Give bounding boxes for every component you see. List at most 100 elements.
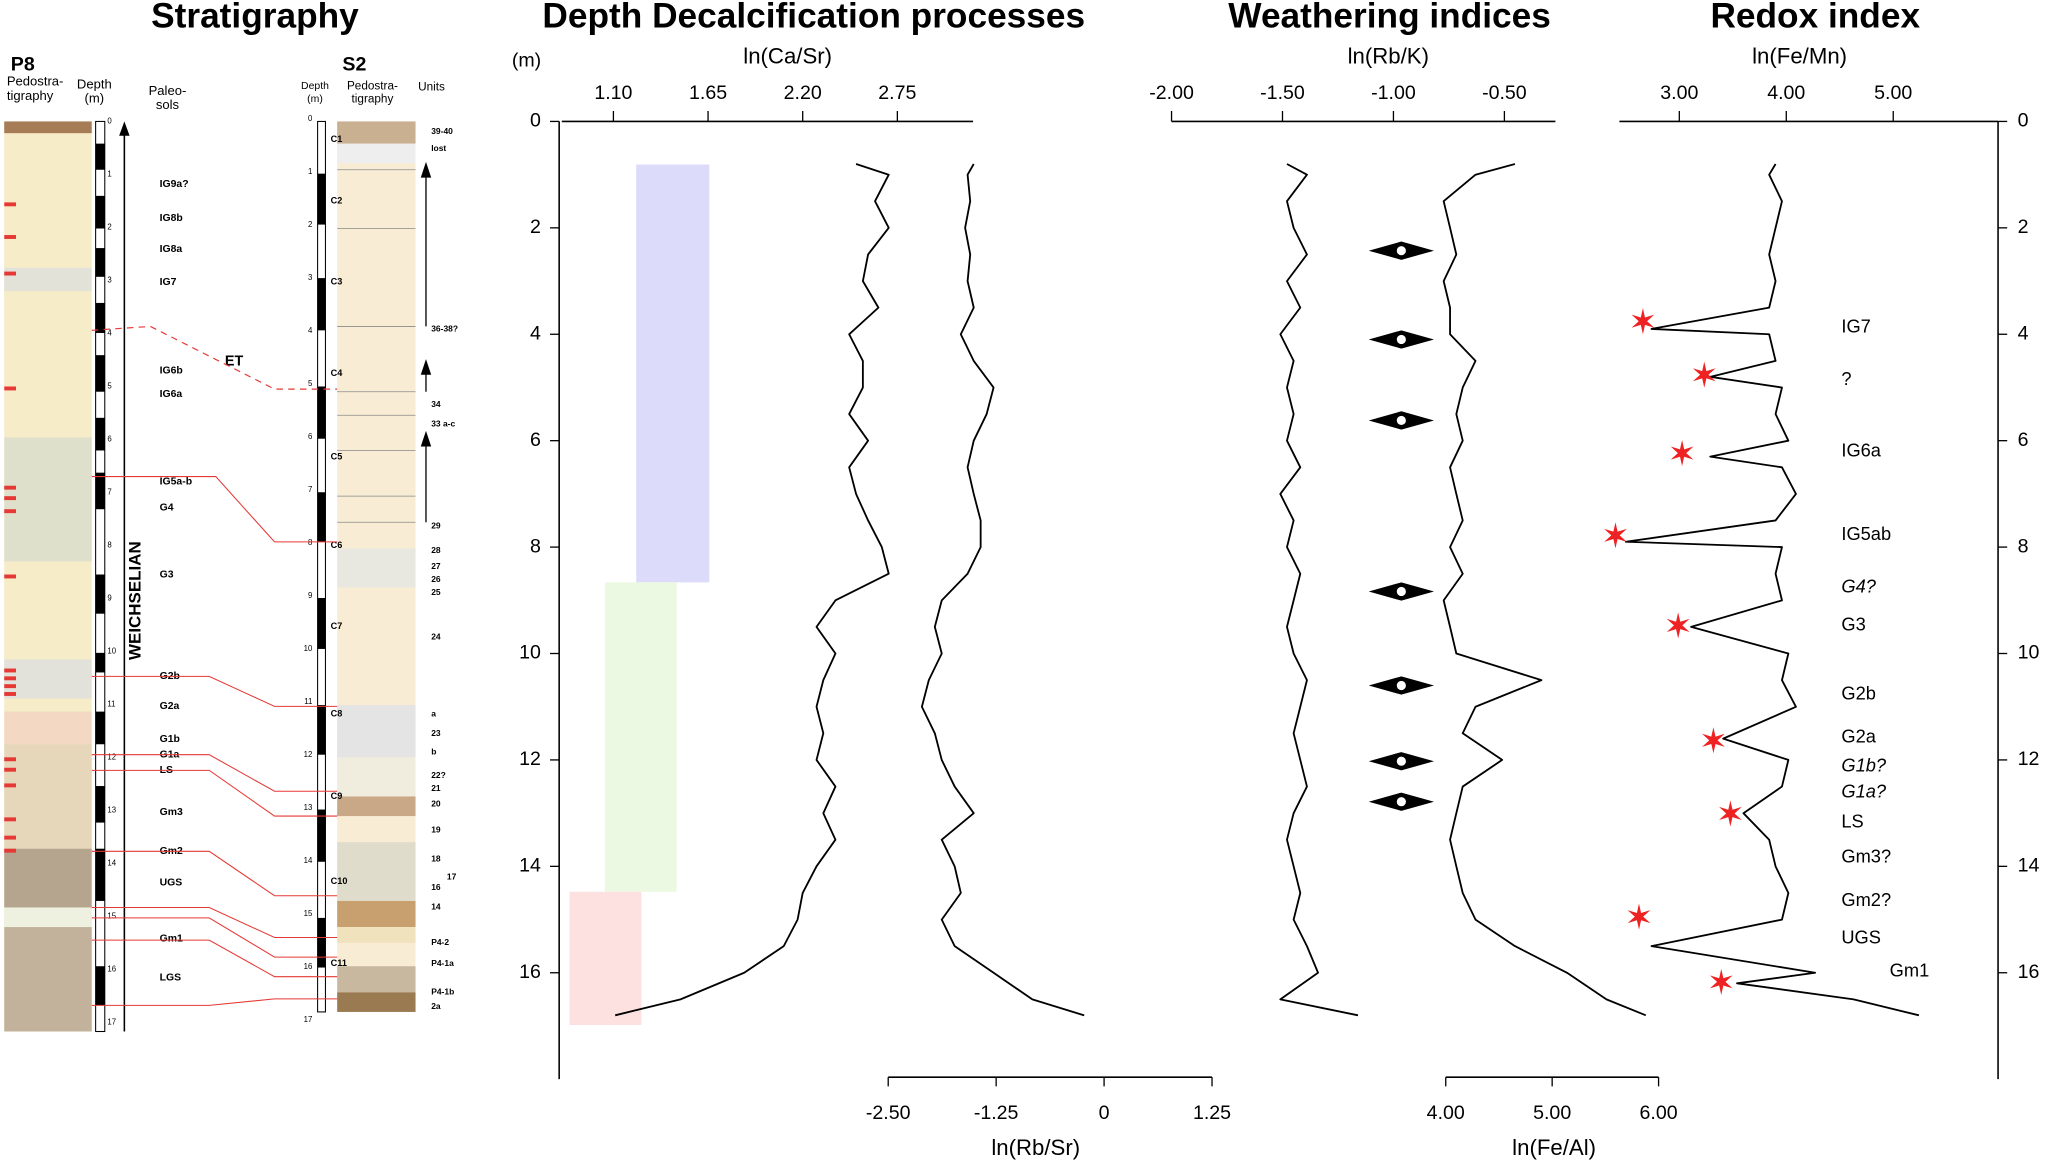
arrow-head (420, 359, 432, 375)
paleosol-mark (4, 574, 16, 579)
x2-tick-label: 5.00 (1533, 1102, 1571, 1124)
core-section: C8 (331, 709, 343, 719)
paleosol-label: G4 (160, 503, 174, 514)
depth-label: 13 (107, 806, 116, 815)
arrow-head (420, 161, 432, 178)
paleosol-mark (4, 235, 16, 239)
annotation: G4? (1841, 575, 1876, 596)
paleosol-label: UGS (160, 877, 183, 888)
depth-bar-segment (95, 195, 105, 229)
x-tick-label: 3.00 (1660, 82, 1698, 104)
unit-label: 17 (447, 872, 457, 882)
depth-label: 7 (107, 488, 111, 497)
depth-label: 5 (308, 379, 313, 388)
depth-label: 6 (107, 435, 112, 444)
x2-tick-label: 0 (1099, 1102, 1110, 1124)
star-marker (1670, 440, 1694, 467)
paleosol-mark (4, 783, 16, 788)
paleosol-mark (4, 757, 16, 762)
layer (337, 966, 416, 993)
layer (337, 796, 416, 817)
layer (337, 548, 416, 588)
paleosol-label: G3 (160, 569, 174, 580)
p8-column (4, 120, 130, 1033)
unit-label: P4-2 (431, 937, 449, 947)
correlation-line (91, 998, 338, 1006)
annotation: LS (1841, 810, 1863, 831)
column-title: P8 (11, 53, 35, 75)
depth-label: 0 (107, 116, 112, 125)
layer (4, 121, 92, 134)
profile-line (614, 163, 890, 1017)
annotation: IG7 (1841, 316, 1870, 337)
depth-label: 13 (304, 803, 313, 812)
paleosol-label: IG5a-b (160, 477, 192, 488)
unit-label: lost (431, 143, 446, 153)
layer (337, 143, 416, 164)
annotation: G2a (1841, 726, 1876, 747)
paleosol-label: Gm3 (160, 807, 183, 818)
x-tick-label: 5.00 (1874, 82, 1912, 104)
annotation: G1a? (1841, 780, 1887, 801)
unit-label: 28 (431, 545, 441, 555)
correlation-line (91, 675, 338, 707)
depth-bar-segment (317, 917, 326, 968)
depth-bar-segment (95, 574, 105, 614)
star-marker (1709, 968, 1733, 995)
depth-label: 17 (107, 1018, 116, 1027)
panel-heading: Redox index (1710, 0, 1920, 36)
y-tick-label: 12 (519, 748, 541, 770)
y-tick-label: 0 (530, 110, 541, 132)
unit-label: 14 (431, 902, 441, 912)
unit-label: 18 (431, 853, 441, 863)
correlation-line (91, 850, 338, 897)
paleosol-label: LGS (160, 973, 181, 984)
x2-tick-label: 6.00 (1640, 1102, 1678, 1124)
unit-label: 26 (431, 574, 441, 584)
column-header: Depth (77, 76, 112, 91)
depth-label: 16 (304, 962, 313, 971)
paleosol-mark (4, 835, 16, 840)
depth-bar-segment (95, 248, 105, 277)
profile-line (920, 163, 1085, 1017)
y-tick-label: 16 (2018, 961, 2040, 983)
unit-label: P4-1a (431, 958, 454, 968)
depth-label: 8 (107, 541, 112, 550)
paleosol-mark (4, 668, 16, 673)
x2-tick-label: -1.25 (974, 1102, 1019, 1124)
y-tick-label: 0 (2018, 110, 2029, 132)
y-tick-label: 4 (530, 322, 541, 344)
x-tick-label: 1.10 (594, 82, 632, 104)
core-section: C3 (331, 276, 343, 286)
column-header: (m) (307, 94, 323, 105)
unit-label: P4-1b (431, 987, 454, 997)
paleosol-mark (4, 676, 16, 681)
paleosol-label: G1b (160, 734, 180, 745)
depth-label: 4 (107, 329, 112, 338)
profile-line (1624, 163, 1920, 1017)
star-marker (1692, 361, 1716, 388)
unit-label: b (431, 746, 436, 756)
depth-label: 0 (308, 114, 313, 123)
core-section: C4 (331, 368, 344, 378)
correlation-line (91, 906, 338, 939)
core-section: C11 (331, 958, 347, 968)
y-tick-label: 14 (2018, 855, 2040, 877)
depth-label: 16 (107, 965, 116, 974)
star-marker (1604, 522, 1627, 549)
x2-axis-title: ln(Rb/Sr) (991, 1135, 1080, 1160)
depth-bar-segment (317, 386, 326, 439)
x-tick-label: -2.00 (1149, 82, 1194, 104)
marker-dot (1396, 334, 1406, 345)
marker-dot (1396, 415, 1406, 426)
marker-dot (1396, 680, 1406, 691)
unit-label: 22? (431, 770, 446, 780)
y-tick-label: 16 (519, 961, 541, 983)
unit-label: 20 (431, 799, 441, 809)
depth-bar-segment (95, 652, 105, 673)
depth-label: 10 (304, 644, 313, 653)
paleosol-label: IG7 (160, 277, 177, 288)
depth-label: 14 (304, 856, 313, 865)
paleosol-mark (4, 202, 16, 207)
y-tick-label: 12 (2018, 748, 2040, 770)
